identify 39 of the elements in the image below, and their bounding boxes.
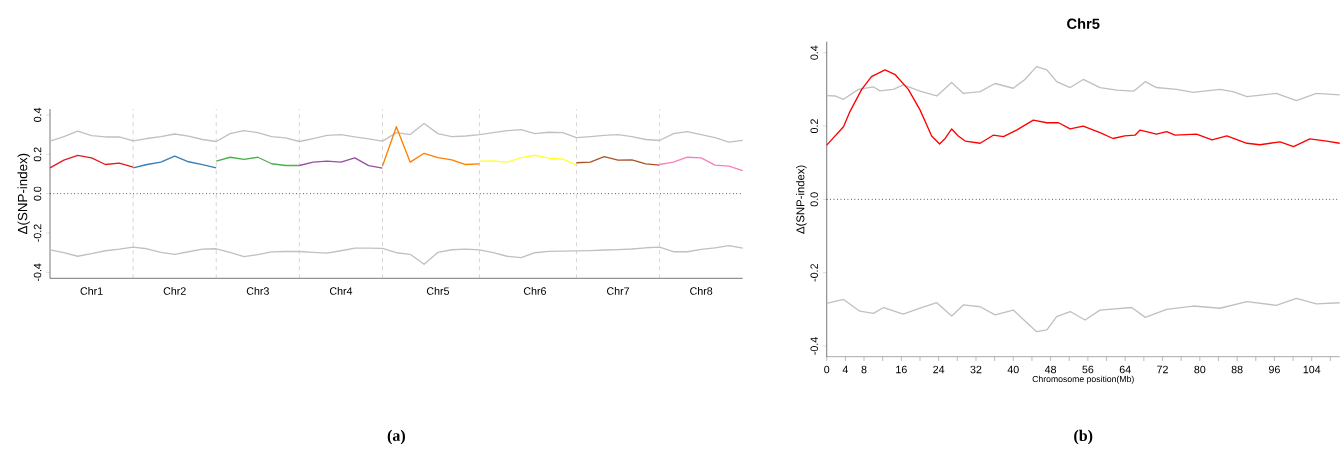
y-tick-label: 0.0 [810, 192, 819, 207]
x-tick-label: 88 [1231, 365, 1243, 374]
x-tick-label: Chr6 [523, 287, 546, 295]
x-tick-label: Chr2 [163, 287, 186, 295]
x-tick-label: Chr5 [426, 287, 450, 295]
x-tick-label: 96 [1269, 365, 1280, 374]
text: (a) [387, 429, 405, 445]
y-tick-label: -0.2 [33, 224, 42, 242]
x-axis-title: Chromosome position(Mb) [1032, 375, 1134, 384]
chart-title: Chr5 [1067, 18, 1100, 29]
y-tick-label: -0.2 [810, 264, 819, 282]
y-tick-label: 0.4 [33, 107, 42, 122]
y-tick-label: 0.2 [810, 119, 819, 134]
y-axis-title: Δ(SNP-index) [796, 165, 807, 234]
x-tick-label: 72 [1157, 365, 1168, 374]
x-tick-label: 104 [1303, 365, 1321, 374]
y-tick-label: 0.4 [810, 45, 819, 60]
x-tick-label: 16 [896, 365, 907, 374]
x-tick-label: 48 [1044, 365, 1057, 374]
x-tick-label: 56 [1082, 365, 1094, 374]
x-tick-label: Chr7 [607, 287, 630, 295]
x-tick-label: 80 [1194, 365, 1206, 374]
x-tick-label: 4 [842, 365, 849, 374]
x-tick-label: Chr3 [246, 287, 269, 295]
x-tick-label: 40 [1007, 365, 1019, 374]
x-tick-label: 24 [933, 365, 945, 374]
y-tick-label: 0.2 [33, 147, 42, 162]
x-tick-label: Chr1 [80, 287, 103, 295]
x-tick-label: Chr4 [329, 287, 353, 295]
x-tick-label: 8 [861, 365, 867, 374]
x-tick-label: 64 [1119, 365, 1131, 374]
y-tick-label: 0.0 [33, 186, 42, 201]
text: (b) [1074, 429, 1093, 445]
x-tick-label: Chr8 [690, 287, 713, 295]
x-tick-label: 0 [824, 365, 830, 374]
y-axis-title: Δ(SNP-index) [17, 153, 30, 235]
x-tick-label: 32 [970, 365, 982, 374]
y-tick-label: -0.4 [810, 337, 819, 355]
y-tick-label: -0.4 [33, 263, 42, 282]
